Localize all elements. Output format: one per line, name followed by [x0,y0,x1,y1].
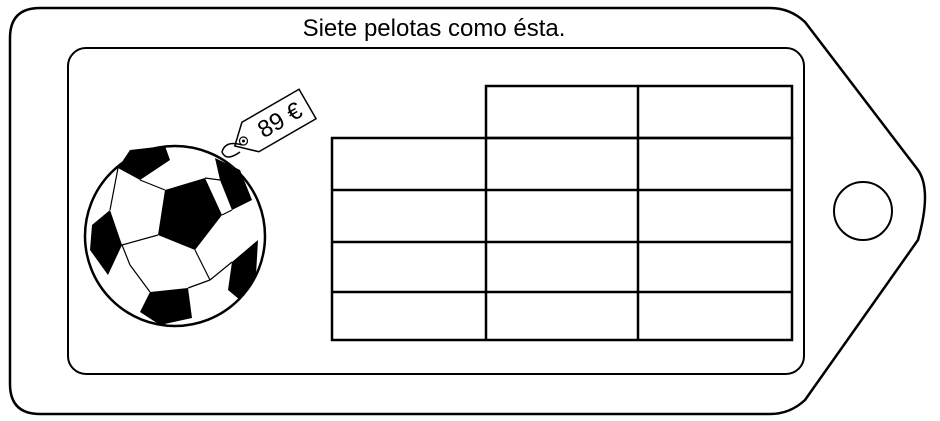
tag-outline [8,6,927,416]
tag-hole [833,181,893,241]
tag-string [221,142,243,158]
title: Siete pelotas como ésta. [303,15,566,42]
price-label: 89 € [253,97,308,144]
price-tag: 89 € [233,88,318,153]
inner-frame [67,47,805,375]
answer-table [330,84,794,342]
table-body [330,136,794,342]
soccer-ball [83,144,267,328]
